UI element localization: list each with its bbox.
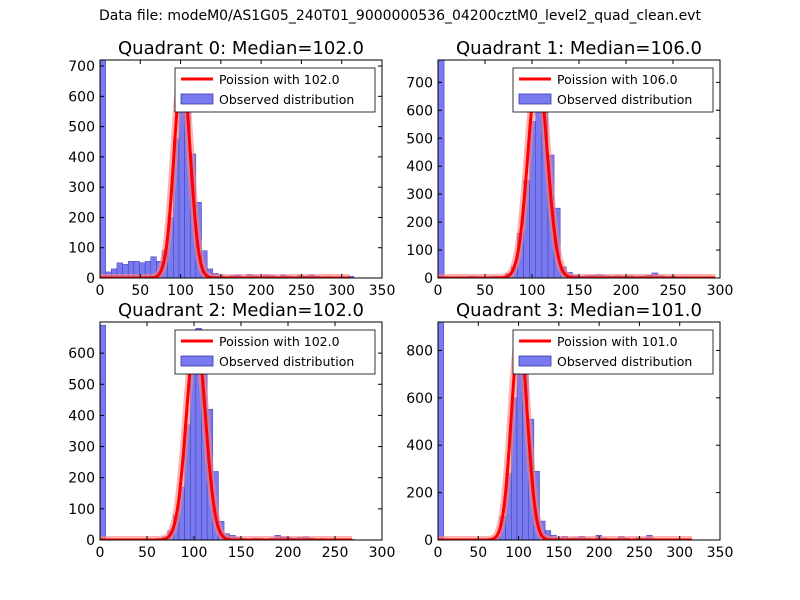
chart-panel-3: 0 50 100 150 200 250 300 350 0 200 400 600 800 Quadra… <box>406 300 733 561</box>
x-tick-label: 0 <box>434 283 443 299</box>
x-tick-label: 300 <box>369 545 396 561</box>
legend-line-label: Poission with 106.0 <box>557 72 678 87</box>
y-tick-label: 100 <box>68 241 95 257</box>
y-tick-label: 200 <box>68 210 95 226</box>
x-tick-label: 50 <box>469 545 487 561</box>
x-tick-label: 200 <box>586 545 613 561</box>
y-tick-label: 700 <box>68 59 95 75</box>
legend-box <box>174 329 376 375</box>
legend-box <box>512 329 714 375</box>
histogram-bar <box>438 60 445 278</box>
chart-title: Quadrant 1: Median=106.0 <box>456 38 702 59</box>
x-tick-label: 200 <box>613 283 640 299</box>
y-tick-label: 200 <box>68 471 95 487</box>
x-tick-label: 300 <box>328 283 355 299</box>
histogram-bar <box>438 322 444 540</box>
x-tick-label: 0 <box>96 545 105 561</box>
x-tick-label: 50 <box>476 283 494 299</box>
y-tick-label: 300 <box>406 187 433 203</box>
y-tick-label: 400 <box>406 438 433 454</box>
x-tick-label: 100 <box>181 545 208 561</box>
x-tick-label: 50 <box>131 283 149 299</box>
legend: Poission with 102.0 Observed distribution <box>174 329 376 375</box>
chart-panel-2: 0 50 100 150 200 250 300 0 100 200 300 400 500 600 Qua… <box>68 300 395 561</box>
x-tick-label: 350 <box>707 545 734 561</box>
chart-title: Quadrant 2: Median=102.0 <box>118 300 364 321</box>
x-tick-label: 100 <box>519 283 546 299</box>
chart-panel-0: 0 50 100 150 200 250 300 350 0 100 200 300 400 500 600… <box>68 38 395 299</box>
plot-frame <box>437 321 721 541</box>
chart-panel-1: 0 50 100 150 200 250 300 0 100 200 300 400 500 600 700… <box>406 38 733 299</box>
legend-bar-swatch <box>180 93 214 105</box>
legend-bar-label: Observed distribution <box>219 354 354 369</box>
x-tick-label: 150 <box>545 545 572 561</box>
legend-bar-label: Observed distribution <box>557 92 692 107</box>
legend-box <box>174 67 376 113</box>
x-tick-label: 250 <box>660 283 687 299</box>
y-tick-label: 0 <box>424 533 433 549</box>
x-tick-label: 200 <box>248 283 275 299</box>
x-tick-label: 0 <box>434 545 443 561</box>
y-tick-label: 0 <box>86 533 95 549</box>
x-tick-label: 250 <box>626 545 653 561</box>
plot-frame <box>99 59 383 279</box>
y-tick-label: 0 <box>86 271 95 287</box>
legend: Poission with 102.0 Observed distribution <box>174 67 376 113</box>
y-tick-label: 500 <box>406 131 433 147</box>
y-tick-label: 0 <box>424 271 433 287</box>
y-tick-label: 400 <box>406 159 433 175</box>
legend-box <box>512 67 714 113</box>
y-tick-label: 600 <box>406 391 433 407</box>
y-tick-label: 500 <box>68 377 95 393</box>
histogram-bar <box>100 324 106 540</box>
y-tick-label: 700 <box>406 75 433 91</box>
legend-bar-swatch <box>518 355 552 367</box>
legend: Poission with 101.0 Observed distribution <box>512 329 714 375</box>
y-tick-label: 500 <box>68 120 95 136</box>
x-tick-label: 250 <box>322 545 349 561</box>
y-tick-label: 600 <box>406 103 433 119</box>
y-tick-label: 300 <box>68 180 95 196</box>
x-tick-label: 150 <box>566 283 593 299</box>
y-tick-label: 600 <box>68 89 95 105</box>
chart-title: Quadrant 0: Median=102.0 <box>118 38 364 59</box>
legend-line-label: Poission with 102.0 <box>219 72 340 87</box>
x-tick-label: 100 <box>167 283 194 299</box>
y-tick-label: 400 <box>68 150 95 166</box>
figure-title: Data file: modeM0/AS1G05_240T01_90000005… <box>99 8 701 24</box>
y-tick-label: 100 <box>406 243 433 259</box>
legend-bar-swatch <box>180 355 214 367</box>
x-tick-label: 250 <box>288 283 315 299</box>
histogram-bar <box>100 60 106 278</box>
y-tick-label: 600 <box>68 346 95 362</box>
legend-line-label: Poission with 102.0 <box>219 334 340 349</box>
chart-title: Quadrant 3: Median=101.0 <box>456 300 702 321</box>
poisson-curve <box>100 333 353 540</box>
x-tick-label: 300 <box>707 283 734 299</box>
x-tick-label: 150 <box>207 283 234 299</box>
legend-bar-swatch <box>518 93 552 105</box>
x-tick-label: 300 <box>666 545 693 561</box>
y-tick-label: 300 <box>68 440 95 456</box>
y-tick-label: 800 <box>406 343 433 359</box>
legend-bar-label: Observed distribution <box>557 354 692 369</box>
legend-bar-label: Observed distribution <box>219 92 354 107</box>
x-tick-label: 150 <box>228 545 255 561</box>
y-tick-label: 100 <box>68 502 95 518</box>
x-tick-label: 200 <box>275 545 302 561</box>
y-tick-label: 200 <box>406 486 433 502</box>
x-tick-label: 350 <box>369 283 396 299</box>
x-tick-label: 100 <box>505 545 532 561</box>
legend-line-label: Poission with 101.0 <box>557 334 678 349</box>
x-tick-label: 50 <box>138 545 156 561</box>
y-tick-label: 200 <box>406 215 433 231</box>
plot-content <box>100 60 355 278</box>
y-tick-label: 400 <box>68 408 95 424</box>
x-tick-label: 0 <box>96 283 105 299</box>
legend: Poission with 106.0 Observed distribution <box>512 67 714 113</box>
